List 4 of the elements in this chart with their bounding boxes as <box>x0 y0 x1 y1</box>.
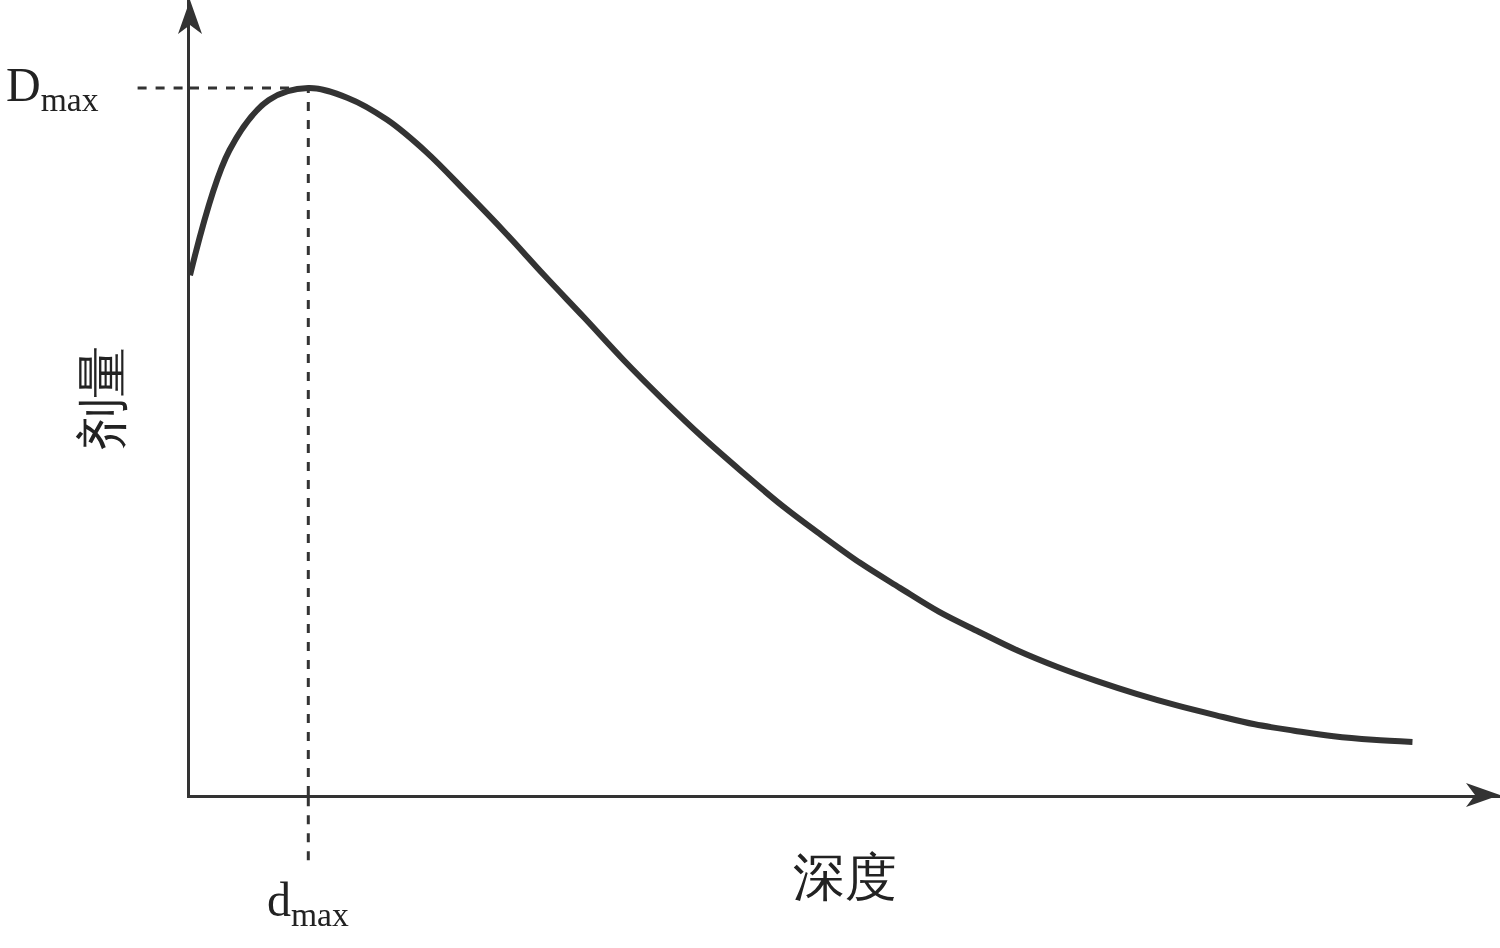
text: d$_{max}$ <box>267 873 350 934</box>
ref-line-label: D$_{max}$ <box>6 58 99 119</box>
y-axis-title: 剂量 <box>74 345 132 450</box>
x-axis-title: 深度 <box>793 848 897 906</box>
